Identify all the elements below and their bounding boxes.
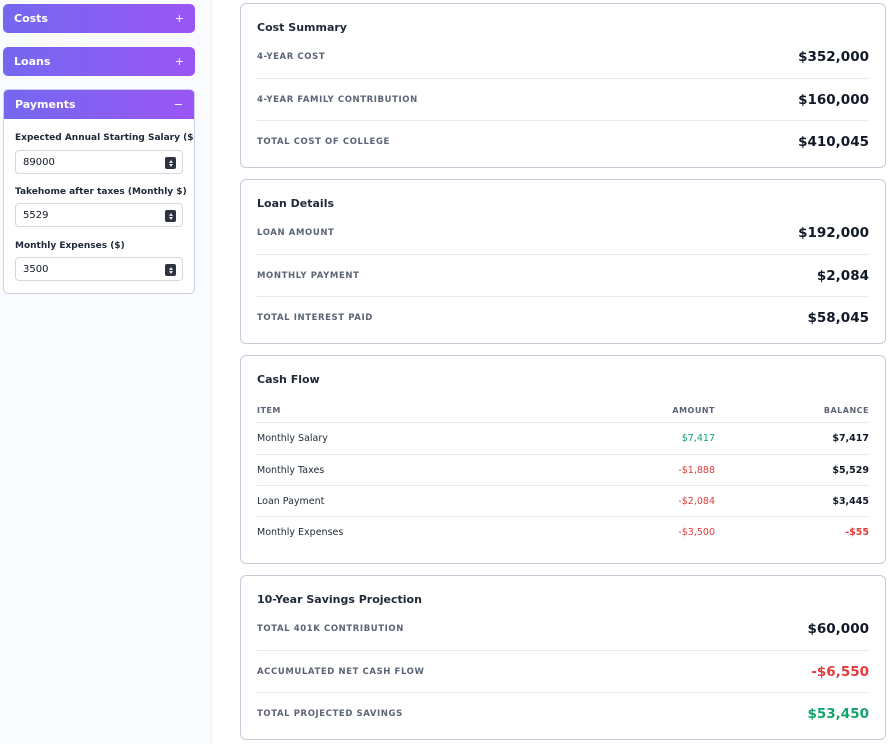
loans-accordion-label: Loans <box>14 55 51 68</box>
summary-row: TOTAL PROJECTED SAVINGS $53,450 <box>257 705 869 723</box>
divider <box>257 692 869 693</box>
divider <box>257 650 869 651</box>
payments-accordion-header[interactable]: Payments − <box>4 90 194 119</box>
costs-accordion-header[interactable]: Costs + <box>3 4 195 33</box>
salary-field[interactable] <box>15 150 183 174</box>
summary-row: TOTAL COST OF COLLEGE $410,045 <box>257 133 869 151</box>
divider <box>257 296 869 297</box>
takehome-input[interactable] <box>23 209 153 221</box>
table-row-item: Loan Payment <box>257 496 325 507</box>
table-row-item: Monthly Expenses <box>257 527 344 538</box>
costs-accordion-label: Costs <box>14 12 48 25</box>
loans-accordion-header[interactable]: Loans + <box>3 47 195 76</box>
summary-row: 4-YEAR FAMILY CONTRIBUTION $160,000 <box>257 91 869 109</box>
row-label: MONTHLY PAYMENT <box>257 271 360 281</box>
expenses-input[interactable] <box>23 263 153 275</box>
card-title: 10-Year Savings Projection <box>257 593 422 606</box>
row-label: TOTAL 401K CONTRIBUTION <box>257 624 404 634</box>
divider <box>257 485 869 486</box>
salary-input[interactable] <box>23 156 153 168</box>
divider <box>257 422 869 423</box>
table-row-balance: $7,417 <box>832 433 869 444</box>
takehome-field[interactable] <box>15 203 183 227</box>
row-value: $60,000 <box>807 621 870 637</box>
loan-details-card: Loan Details LOAN AMOUNT $192,000 MONTHL… <box>240 179 886 344</box>
summary-row: 4-YEAR COST $352,000 <box>257 48 869 66</box>
table-row-amount: -$3,500 <box>678 527 715 538</box>
row-label: TOTAL INTEREST PAID <box>257 313 373 323</box>
sidebar: Costs + Loans + Payments − Expected Annu… <box>0 0 212 744</box>
row-label: TOTAL PROJECTED SAVINGS <box>257 709 403 719</box>
row-label: 4-YEAR COST <box>257 52 326 62</box>
cash-flow-card: Cash Flow ITEM AMOUNT BALANCE Monthly Sa… <box>240 355 886 564</box>
expand-icon: + <box>174 12 184 25</box>
salary-field-label: Expected Annual Starting Salary ($) <box>15 133 195 143</box>
divider <box>257 120 869 121</box>
card-title: Loan Details <box>257 197 335 210</box>
summary-row: TOTAL 401K CONTRIBUTION $60,000 <box>257 620 869 638</box>
card-title: Cash Flow <box>257 373 320 386</box>
divider <box>257 78 869 79</box>
table-row-balance: -$55 <box>845 527 869 538</box>
payments-accordion-label: Payments <box>15 98 76 111</box>
payments-accordion: Payments − Expected Annual Starting Sala… <box>3 89 195 294</box>
stepper-icon[interactable] <box>165 157 176 169</box>
table-row-balance: $3,445 <box>832 496 869 507</box>
table-row-balance: $5,529 <box>832 465 869 476</box>
stepper-icon[interactable] <box>165 264 176 276</box>
table-row-item: Monthly Taxes <box>257 465 325 476</box>
row-value: $352,000 <box>798 49 869 65</box>
column-header-amount: AMOUNT <box>672 406 715 415</box>
row-label: ACCUMULATED NET CASH FLOW <box>257 667 425 677</box>
row-value: $410,045 <box>798 134 869 150</box>
collapse-icon: − <box>173 98 183 111</box>
table-row-amount: -$1,888 <box>678 465 715 476</box>
summary-row: TOTAL INTEREST PAID $58,045 <box>257 309 869 327</box>
summary-row: ACCUMULATED NET CASH FLOW -$6,550 <box>257 663 869 681</box>
row-value: $53,450 <box>807 706 870 722</box>
table-row-amount: -$2,084 <box>678 496 715 507</box>
row-label: 4-YEAR FAMILY CONTRIBUTION <box>257 95 418 105</box>
table-row-amount: $7,417 <box>681 433 715 444</box>
divider <box>257 516 869 517</box>
stepper-icon[interactable] <box>165 210 176 222</box>
expenses-field[interactable] <box>15 257 183 281</box>
row-label: LOAN AMOUNT <box>257 228 335 238</box>
column-header-item: ITEM <box>257 406 281 415</box>
summary-row: LOAN AMOUNT $192,000 <box>257 224 869 242</box>
divider <box>257 454 869 455</box>
takehome-field-label: Takehome after taxes (Monthly $) <box>15 187 187 197</box>
cost-summary-card: Cost Summary 4-YEAR COST $352,000 4-YEAR… <box>240 3 886 168</box>
summary-row: MONTHLY PAYMENT $2,084 <box>257 267 869 285</box>
expenses-field-label: Monthly Expenses ($) <box>15 241 125 251</box>
row-value: $58,045 <box>807 310 870 326</box>
table-row-item: Monthly Salary <box>257 433 328 444</box>
row-value: $192,000 <box>798 225 869 241</box>
savings-projection-card: 10-Year Savings Projection TOTAL 401K CO… <box>240 575 886 740</box>
row-label: TOTAL COST OF COLLEGE <box>257 137 390 147</box>
divider <box>257 254 869 255</box>
card-title: Cost Summary <box>257 21 347 34</box>
row-value: $2,084 <box>816 268 869 284</box>
row-value: -$6,550 <box>811 664 869 680</box>
column-header-balance: BALANCE <box>823 406 869 415</box>
row-value: $160,000 <box>798 92 869 108</box>
expand-icon: + <box>174 55 184 68</box>
